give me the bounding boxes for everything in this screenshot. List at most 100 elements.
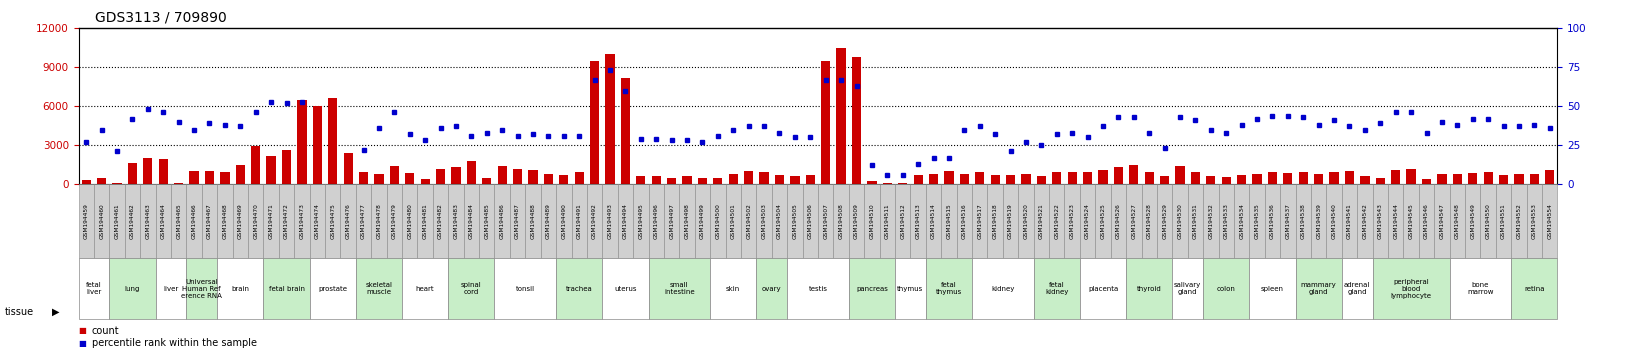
Bar	[1314, 174, 1324, 184]
Bar	[1250, 184, 1265, 258]
Text: GSM194499: GSM194499	[700, 203, 705, 239]
Text: fetal brain: fetal brain	[268, 286, 304, 291]
Bar	[803, 184, 818, 258]
Bar	[281, 150, 291, 184]
Text: placenta: placenta	[1088, 286, 1117, 291]
Text: GSM194550: GSM194550	[1485, 203, 1490, 239]
Bar	[1464, 184, 1481, 258]
Bar	[113, 183, 121, 184]
Bar	[1234, 184, 1250, 258]
Bar	[805, 175, 815, 184]
Bar	[651, 176, 661, 184]
Bar	[1202, 184, 1219, 258]
Bar	[1098, 170, 1108, 184]
Bar	[1268, 172, 1278, 184]
Bar	[187, 258, 218, 319]
Bar	[1484, 172, 1492, 184]
Text: GSM194546: GSM194546	[1423, 204, 1428, 239]
Bar	[944, 171, 954, 184]
Bar	[713, 178, 723, 184]
Text: count: count	[92, 326, 119, 336]
Bar	[1142, 184, 1157, 258]
Bar	[1435, 184, 1449, 258]
Bar	[358, 172, 368, 184]
Bar	[699, 178, 707, 184]
Bar	[1003, 184, 1018, 258]
Text: testis: testis	[808, 286, 828, 291]
Text: GSM194503: GSM194503	[762, 203, 767, 239]
Bar	[728, 175, 738, 184]
Text: GSM194488: GSM194488	[530, 203, 535, 239]
Text: GSM194518: GSM194518	[993, 204, 998, 239]
Bar	[1544, 170, 1554, 184]
Text: GSM194542: GSM194542	[1363, 203, 1368, 239]
Bar	[79, 258, 110, 319]
Bar	[110, 184, 124, 258]
Text: GSM194473: GSM194473	[299, 203, 304, 239]
Bar	[1157, 184, 1173, 258]
Bar	[1188, 184, 1202, 258]
Bar	[560, 175, 568, 184]
Bar	[1222, 177, 1230, 184]
Text: GSM194528: GSM194528	[1147, 203, 1152, 239]
Bar	[97, 178, 106, 184]
Bar	[775, 175, 784, 184]
Text: GSM194500: GSM194500	[715, 203, 720, 239]
Bar	[833, 184, 849, 258]
Bar	[1145, 172, 1153, 184]
Text: GSM194479: GSM194479	[393, 203, 398, 239]
Bar	[249, 184, 263, 258]
Text: GSM194492: GSM194492	[592, 203, 597, 239]
Text: ▶: ▶	[52, 307, 61, 316]
Text: GSM194508: GSM194508	[839, 203, 844, 239]
Text: GSM194548: GSM194548	[1454, 203, 1459, 239]
Bar	[1111, 184, 1126, 258]
Bar	[1330, 172, 1338, 184]
Text: GSM194460: GSM194460	[100, 204, 105, 239]
Text: tissue: tissue	[5, 307, 34, 316]
Bar	[929, 174, 937, 184]
Text: GSM194494: GSM194494	[623, 203, 628, 239]
Text: skeletal
muscle: skeletal muscle	[365, 282, 393, 295]
Text: GSM194502: GSM194502	[746, 203, 751, 239]
Bar	[1006, 175, 1016, 184]
Bar	[556, 258, 602, 319]
Bar	[972, 258, 1034, 319]
Bar	[144, 158, 152, 184]
Bar	[267, 155, 276, 184]
Text: GSM194482: GSM194482	[438, 203, 443, 239]
Text: brain: brain	[231, 286, 249, 291]
Bar	[852, 57, 861, 184]
Bar	[849, 184, 864, 258]
Bar	[898, 183, 908, 184]
Bar	[1376, 178, 1386, 184]
Bar	[309, 184, 326, 258]
Text: GSM194509: GSM194509	[854, 203, 859, 239]
Bar	[344, 153, 353, 184]
Text: thyroid: thyroid	[1137, 286, 1162, 291]
Text: GSM194554: GSM194554	[1548, 203, 1553, 239]
Bar	[1467, 173, 1477, 184]
Text: mammary
gland: mammary gland	[1301, 282, 1337, 295]
Text: uterus: uterus	[614, 286, 636, 291]
Text: GDS3113 / 709890: GDS3113 / 709890	[95, 11, 227, 25]
Text: GSM194544: GSM194544	[1394, 203, 1399, 239]
Text: GSM194530: GSM194530	[1178, 203, 1183, 239]
Text: GSM194515: GSM194515	[947, 204, 952, 239]
Bar	[1049, 184, 1065, 258]
Text: GSM194523: GSM194523	[1070, 203, 1075, 239]
Bar	[790, 176, 800, 184]
Text: heart: heart	[416, 286, 435, 291]
Bar	[1499, 175, 1508, 184]
Bar	[772, 184, 787, 258]
Bar	[155, 184, 170, 258]
Bar	[1526, 184, 1543, 258]
Text: GSM194535: GSM194535	[1255, 203, 1260, 239]
Bar	[1296, 258, 1342, 319]
Bar	[402, 184, 417, 258]
Bar	[941, 184, 957, 258]
Text: GSM194525: GSM194525	[1101, 203, 1106, 239]
Bar	[357, 258, 402, 319]
Bar	[389, 166, 399, 184]
Bar	[232, 184, 249, 258]
